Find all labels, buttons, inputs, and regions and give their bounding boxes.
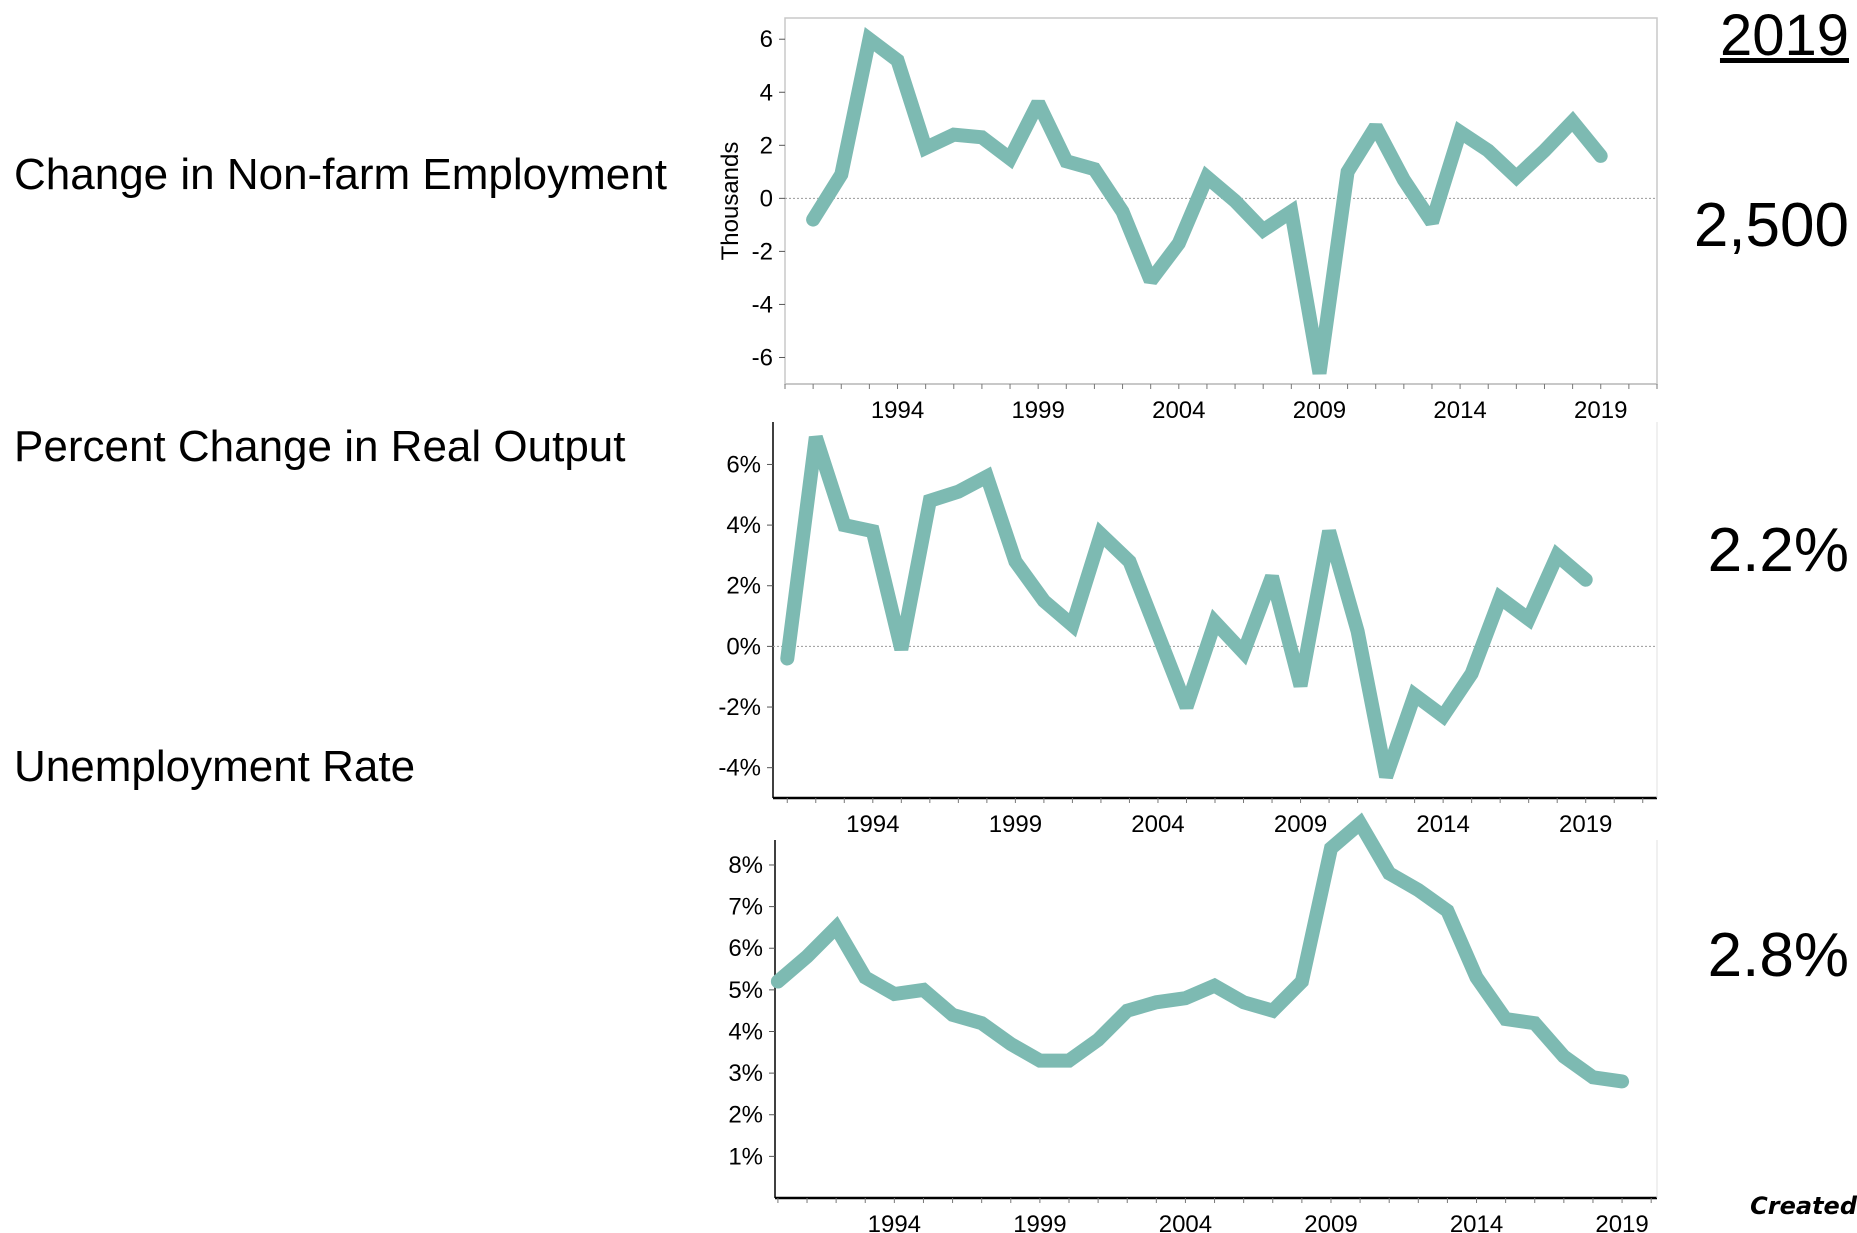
y-tick-label: 4% (726, 512, 761, 539)
x-tick-label: 2014 (1416, 811, 1469, 838)
x-tick-label: 2019 (1574, 397, 1627, 424)
chart-unemployment: 8% 7% 6% 5% 4% 3% 2% 1% 1994 1999 2004 2009 2014 2019 (728, 812, 1658, 1233)
chart-real-output: 6% 4% 2% 0% -2% -4% 1994 1999 2004 2009 2014 2019 (718, 422, 1658, 838)
series-line (770, 812, 1630, 1089)
x-tick-label: 2004 (1159, 1211, 1212, 1233)
y-tick-label: 5% (728, 977, 763, 1004)
y-tick-label: 2 (760, 132, 773, 159)
x-tick-label: 1994 (871, 397, 924, 424)
series-line (806, 26, 1608, 375)
chart-employment: 6 4 2 0 -2 -4 -6 1994 1999 2004 2009 2014 2019 Thousa… (717, 17, 1658, 424)
x-tick-label: 2014 (1450, 1211, 1503, 1233)
value-employment: 2,500 (1693, 191, 1849, 260)
y-tick-label: 0 (760, 185, 773, 212)
y-tick-label: 6 (760, 26, 773, 53)
y-tick-label: 6% (728, 935, 763, 962)
y-tick-label: 4% (728, 1018, 763, 1045)
y-tick-label: 4 (760, 79, 773, 106)
x-tick-label: 2004 (1152, 397, 1205, 424)
year-header: 2019 (1719, 3, 1849, 68)
x-tick-label: 2014 (1433, 397, 1486, 424)
x-tick-label: 2009 (1304, 1211, 1357, 1233)
plot-frame (784, 17, 1658, 385)
row-label-employment: Change in Non-farm Employment (14, 150, 667, 199)
y-tick-label: 7% (728, 894, 763, 921)
x-tick-label: 2019 (1559, 811, 1612, 838)
row-label-output: Percent Change in Real Output (14, 422, 626, 471)
y-tick-label: 2% (726, 573, 761, 600)
x-tick-label: 1999 (1013, 1211, 1066, 1233)
x-tick-label: 1999 (989, 811, 1042, 838)
y-tick-label: -2% (718, 694, 761, 721)
y-tick-label: 8% (728, 852, 763, 879)
y-tick-label: 3% (728, 1060, 763, 1087)
y-tick-label: 2% (728, 1102, 763, 1129)
x-tick-label: 2004 (1131, 811, 1184, 838)
x-tick-label: 1999 (1011, 397, 1064, 424)
x-tick-label: 2019 (1595, 1211, 1648, 1233)
value-output: 2.2% (1707, 516, 1849, 585)
y-tick-label: 1% (728, 1143, 763, 1170)
x-tick-label: 1994 (868, 1211, 921, 1233)
x-tick-label: 2009 (1293, 397, 1346, 424)
value-unemployment: 2.8% (1707, 921, 1849, 990)
x-tick-label: 2009 (1274, 811, 1327, 838)
row-label-unemployment: Unemployment Rate (14, 742, 416, 791)
y-tick-label: -4 (752, 291, 773, 318)
y-tick-label: 6% (726, 451, 761, 478)
y-tick-label: -4% (718, 755, 761, 782)
x-tick-label: 1994 (846, 811, 899, 838)
y-axis-title: Thousands (717, 142, 744, 261)
y-tick-label: -2 (752, 238, 773, 265)
series-line (780, 435, 1593, 780)
y-tick-label: -6 (752, 344, 773, 371)
y-tick-label: 0% (726, 633, 761, 660)
credit-text: Created (1750, 1192, 1857, 1220)
